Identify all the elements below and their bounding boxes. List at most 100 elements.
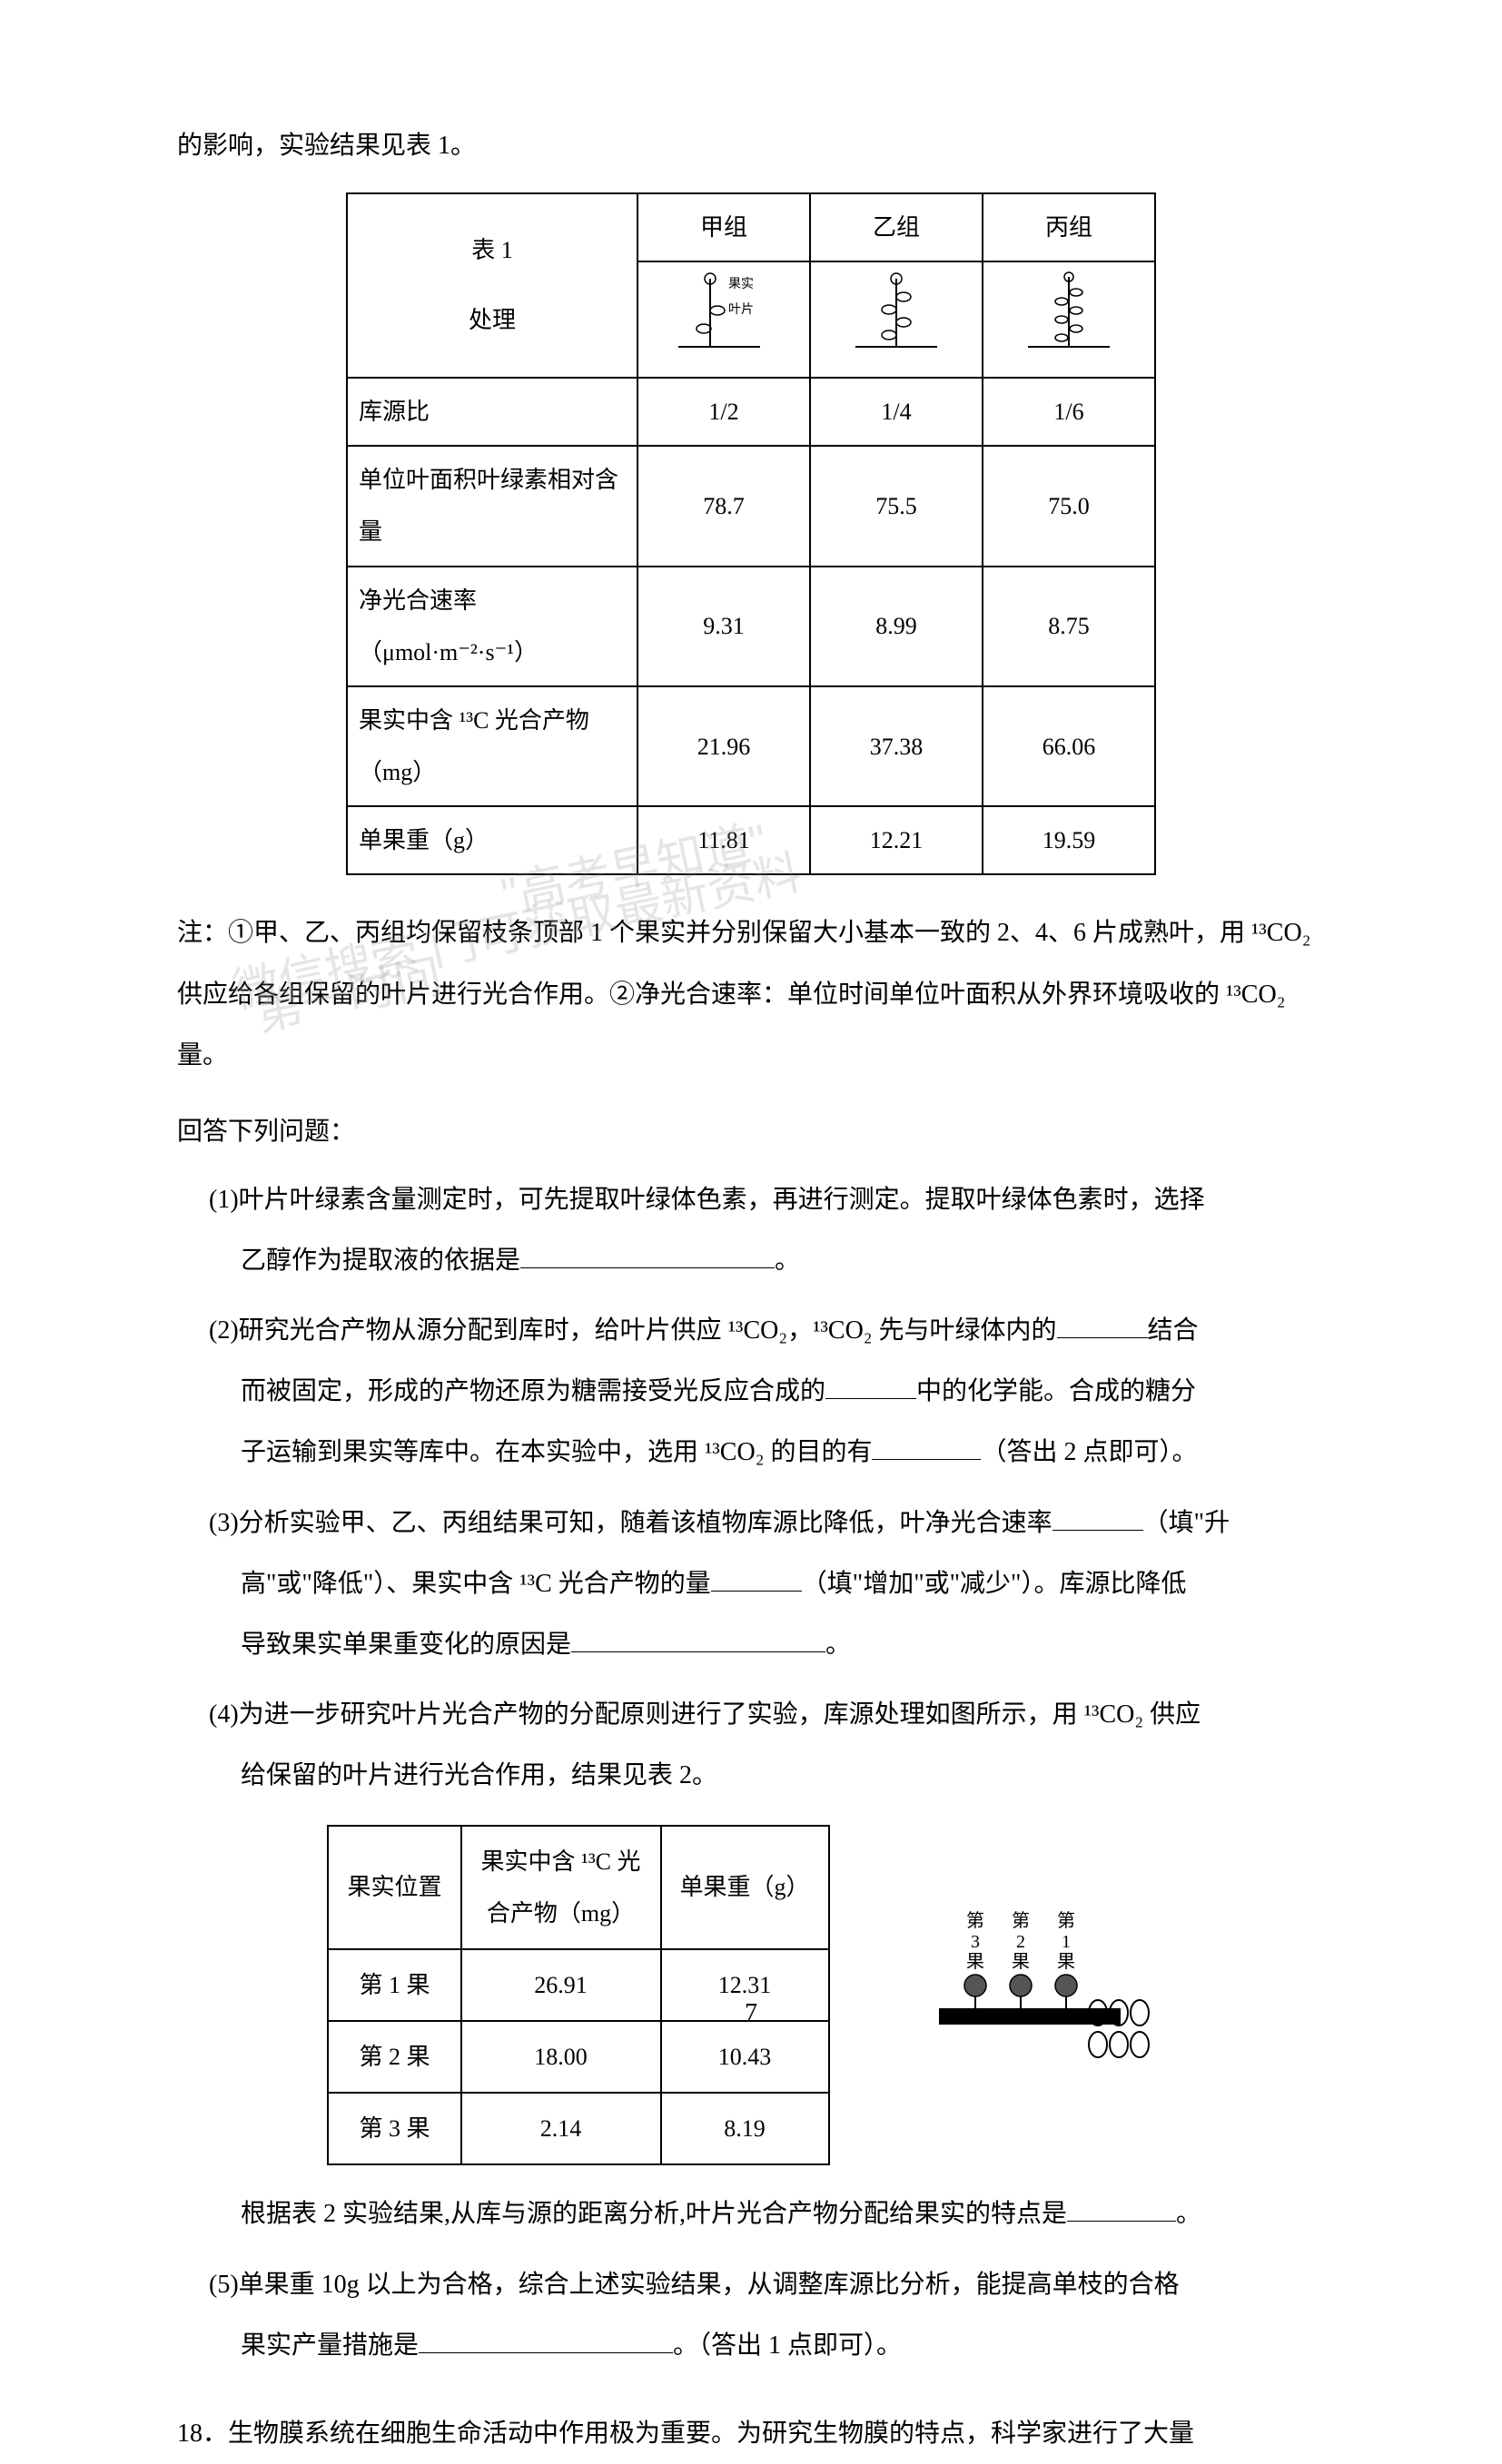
q4-text-b: 给保留的叶片进行光合作用，结果见表 2。 xyxy=(209,1761,717,1789)
answer-header: 回答下列问题： xyxy=(177,1104,1325,1160)
blank xyxy=(520,1243,775,1268)
table-cell: 37.38 xyxy=(810,686,983,806)
table-cell: 12.21 xyxy=(810,806,983,874)
table-cell: 75.5 xyxy=(810,446,983,566)
q5-text-c: 。（答出 1 点即可）。 xyxy=(673,2331,902,2360)
svg-text:果: 果 xyxy=(1057,1952,1075,1972)
q1-text-b: 乙醇作为提取液的依据是 xyxy=(209,1247,520,1275)
table1-row-ratio: 库源比 1/2 1/4 1/6 xyxy=(347,378,1155,446)
table-cell: 第 3 果 xyxy=(328,2093,460,2164)
q2-text-c: 而被固定，形成的产物还原为糖需接受光反应合成的 xyxy=(209,1377,825,1405)
question-5: (5)单果重 10g 以上为合格，综合上述实验结果，从调整库源比分析，能提高单枝… xyxy=(177,2254,1325,2376)
row-label: 单位叶面积叶绿素相对含量 xyxy=(347,446,637,566)
label-3: 第 xyxy=(966,1910,984,1931)
blank xyxy=(825,1374,916,1399)
col-header-3: 丙组 xyxy=(983,193,1155,261)
table1-row-photorate: 净光合速率（μmol·m⁻²·s⁻¹） 9.31 8.99 8.75 xyxy=(347,567,1155,686)
row-label: 库源比 xyxy=(347,378,637,446)
q2-text-b: 结合 xyxy=(1148,1316,1199,1345)
blank xyxy=(1067,2196,1176,2222)
branch-diagram-1: 果实 叶片 xyxy=(660,270,787,351)
table1: 表 1 处理 甲组 乙组 丙组 果实 叶片 xyxy=(346,192,1156,876)
table1-row-c13: 果实中含 ¹³C 光合产物（mg） 21.96 37.38 66.06 xyxy=(347,686,1155,806)
svg-text:果: 果 xyxy=(1012,1952,1030,1972)
table-cell: 75.0 xyxy=(983,446,1155,566)
fruit-position-diagram: 第 第 第 3 2 1 果 果 果 xyxy=(884,1904,1175,2085)
table-cell: 26.91 xyxy=(461,1949,661,2021)
fruit-label-text: 果实 xyxy=(728,277,754,291)
table1-title-cell: 表 1 处理 xyxy=(347,193,637,378)
treatment-label: 处理 xyxy=(362,294,622,346)
q5-text-a: (5)单果重 10g 以上为合格，综合上述实验结果，从调整库源比分析，能提高单枝… xyxy=(209,2271,1180,2299)
table-cell: 8.99 xyxy=(810,567,983,686)
question-2: (2)研究光合产物从源分配到库时，给叶片供应 ¹³CO₂，¹³CO₂ 先与叶绿体… xyxy=(177,1300,1325,1483)
svg-text:果: 果 xyxy=(966,1952,984,1972)
intro-text: 的影响，实验结果见表 1。 xyxy=(177,118,1325,174)
table-cell: 2.14 xyxy=(461,2093,661,2164)
note-text: 注：①甲、乙、丙组均保留枝条顶部 1 个果实并分别保留大小基本一致的 2、4、6… xyxy=(177,902,1325,1086)
q2-text-f: （答出 2 点即可）。 xyxy=(981,1438,1197,1466)
q3-text-e: 导致果实单果重变化的原因是 xyxy=(209,1631,571,1659)
svg-text:2: 2 xyxy=(1016,1932,1025,1952)
row-label: 果实中含 ¹³C 光合产物（mg） xyxy=(347,686,637,806)
blank xyxy=(711,1566,802,1592)
table-cell: 21.96 xyxy=(637,686,810,806)
table-cell: 1/6 xyxy=(983,378,1155,446)
table-cell: 第 1 果 xyxy=(328,1949,460,2021)
q3-text-f: 。 xyxy=(825,1631,851,1659)
q2-text-d: 中的化学能。合成的糖分 xyxy=(916,1377,1196,1405)
blank xyxy=(1057,1313,1148,1338)
question-4: (4)为进一步研究叶片光合产物的分配原则进行了实验，库源处理如图所示，用 ¹³C… xyxy=(177,1684,1325,1806)
blank xyxy=(419,2328,673,2353)
table1-title: 表 1 xyxy=(362,224,622,276)
blank xyxy=(1052,1505,1143,1531)
q4-text-d: 。 xyxy=(1176,2200,1201,2228)
question-3: (3)分析实验甲、乙、丙组结果可知，随着该植物库源比降低，叶净光合速率（填"升 … xyxy=(177,1493,1325,1676)
t2-col-2: 果实中含 ¹³C 光合产物（mg） xyxy=(461,1826,661,1949)
question-1: (1)叶片叶绿素含量测定时，可先提取叶绿体色素，再进行测定。提取叶绿体色素时，选… xyxy=(177,1169,1325,1291)
table-cell: 66.06 xyxy=(983,686,1155,806)
item-18: 18．生物膜系统在细胞生命活动中作用极为重要。为研究生物膜的特点，科学家进行了大… xyxy=(177,2403,1325,2464)
col-header-1: 甲组 xyxy=(637,193,810,261)
table-cell: 18.00 xyxy=(461,2021,661,2093)
table1-container: 表 1 处理 甲组 乙组 丙组 果实 叶片 xyxy=(177,192,1325,876)
q3-text-d: （填"增加"或"减少"）。库源比降低 xyxy=(802,1570,1187,1598)
svg-text:3: 3 xyxy=(971,1932,980,1952)
table1-row-chlorophyll: 单位叶面积叶绿素相对含量 78.7 75.5 75.0 xyxy=(347,446,1155,566)
diagram-cell-2 xyxy=(810,261,983,378)
page-number: 7 xyxy=(745,1986,757,2042)
table-cell: 1/2 xyxy=(637,378,810,446)
row-label: 单果重（g） xyxy=(347,806,637,874)
table-cell: 9.31 xyxy=(637,567,810,686)
table-cell: 8.19 xyxy=(661,2093,829,2164)
q4-text-c: 根据表 2 实验结果,从库与源的距离分析,叶片光合产物分配给果实的特点是 xyxy=(241,2200,1067,2228)
row-label: 净光合速率（μmol·m⁻²·s⁻¹） xyxy=(347,567,637,686)
q3-text-c: 高"或"降低"）、果实中含 ¹³C 光合产物的量 xyxy=(209,1570,711,1598)
diagram-cell-3 xyxy=(983,261,1155,378)
table-cell: 第 2 果 xyxy=(328,2021,460,2093)
label-1: 第 xyxy=(1057,1910,1075,1931)
q1-text-c: 。 xyxy=(775,1247,800,1275)
q2-text-a: (2)研究光合产物从源分配到库时，给叶片供应 ¹³CO₂，¹³CO₂ 先与叶绿体… xyxy=(209,1316,1057,1345)
q5-text-b: 果实产量措施是 xyxy=(209,2331,419,2360)
table-cell: 11.81 xyxy=(637,806,810,874)
table-cell: 78.7 xyxy=(637,446,810,566)
q1-text-a: (1)叶片叶绿素含量测定时，可先提取叶绿体色素，再进行测定。提取叶绿体色素时，选… xyxy=(209,1186,1205,1214)
branch-diagram-3 xyxy=(1005,270,1132,351)
table-cell: 1/4 xyxy=(810,378,983,446)
blank xyxy=(571,1627,825,1652)
blank xyxy=(872,1434,981,1460)
t2-col-1: 果实位置 xyxy=(328,1826,460,1949)
branch-diagram-2 xyxy=(833,270,960,351)
table2-row: 第 3 果 2.14 8.19 xyxy=(328,2093,828,2164)
table-cell: 19.59 xyxy=(983,806,1155,874)
label-2: 第 xyxy=(1012,1910,1030,1931)
q4-text-a: (4)为进一步研究叶片光合产物的分配原则进行了实验，库源处理如图所示，用 ¹³C… xyxy=(209,1700,1201,1729)
q4-conclusion: 根据表 2 实验结果,从库与源的距离分析,叶片光合产物分配给果实的特点是 。 xyxy=(177,2183,1325,2244)
table-cell: 8.75 xyxy=(983,567,1155,686)
col-header-2: 乙组 xyxy=(810,193,983,261)
table1-row-weight: 单果重（g） 11.81 12.21 19.59 xyxy=(347,806,1155,874)
leaf-label-text: 叶片 xyxy=(728,302,754,317)
q2-text-e: 子运输到果实等库中。在本实验中，选用 ¹³CO₂ 的目的有 xyxy=(209,1438,872,1466)
q3-text-a: (3)分析实验甲、乙、丙组结果可知，随着该植物库源比降低，叶净光合速率 xyxy=(209,1509,1052,1537)
